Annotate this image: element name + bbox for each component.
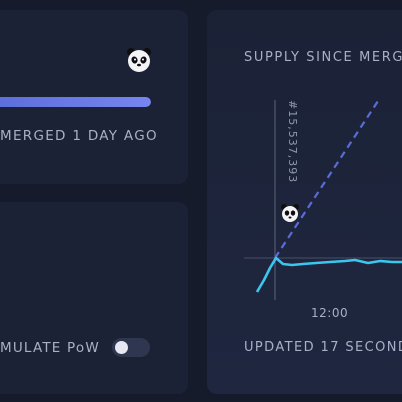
panda-icon — [127, 48, 151, 72]
merge-progress-fill — [0, 97, 151, 107]
simulate-pow-toggle[interactable] — [112, 338, 150, 357]
updated-caption: UPDATED 17 SECONDS AGO — [244, 340, 402, 355]
chart-panda-icon — [281, 204, 299, 222]
merge-progress-bar — [0, 97, 151, 107]
pow-supply-line — [274, 97, 381, 259]
merge-block-label: #15,537,393 — [286, 100, 299, 184]
supply-chart-card — [207, 10, 402, 394]
pow-card — [0, 202, 188, 394]
chart-title: SUPPLY SINCE MERGE — [244, 50, 402, 65]
merged-caption: MERGED 1 DAY AGO — [0, 128, 158, 144]
x-axis-tick: 12:00 — [311, 306, 349, 320]
toggle-knob — [115, 341, 128, 354]
actual-supply-line — [255, 256, 402, 293]
simulate-pow-label: MULATE PoW — [0, 340, 100, 356]
